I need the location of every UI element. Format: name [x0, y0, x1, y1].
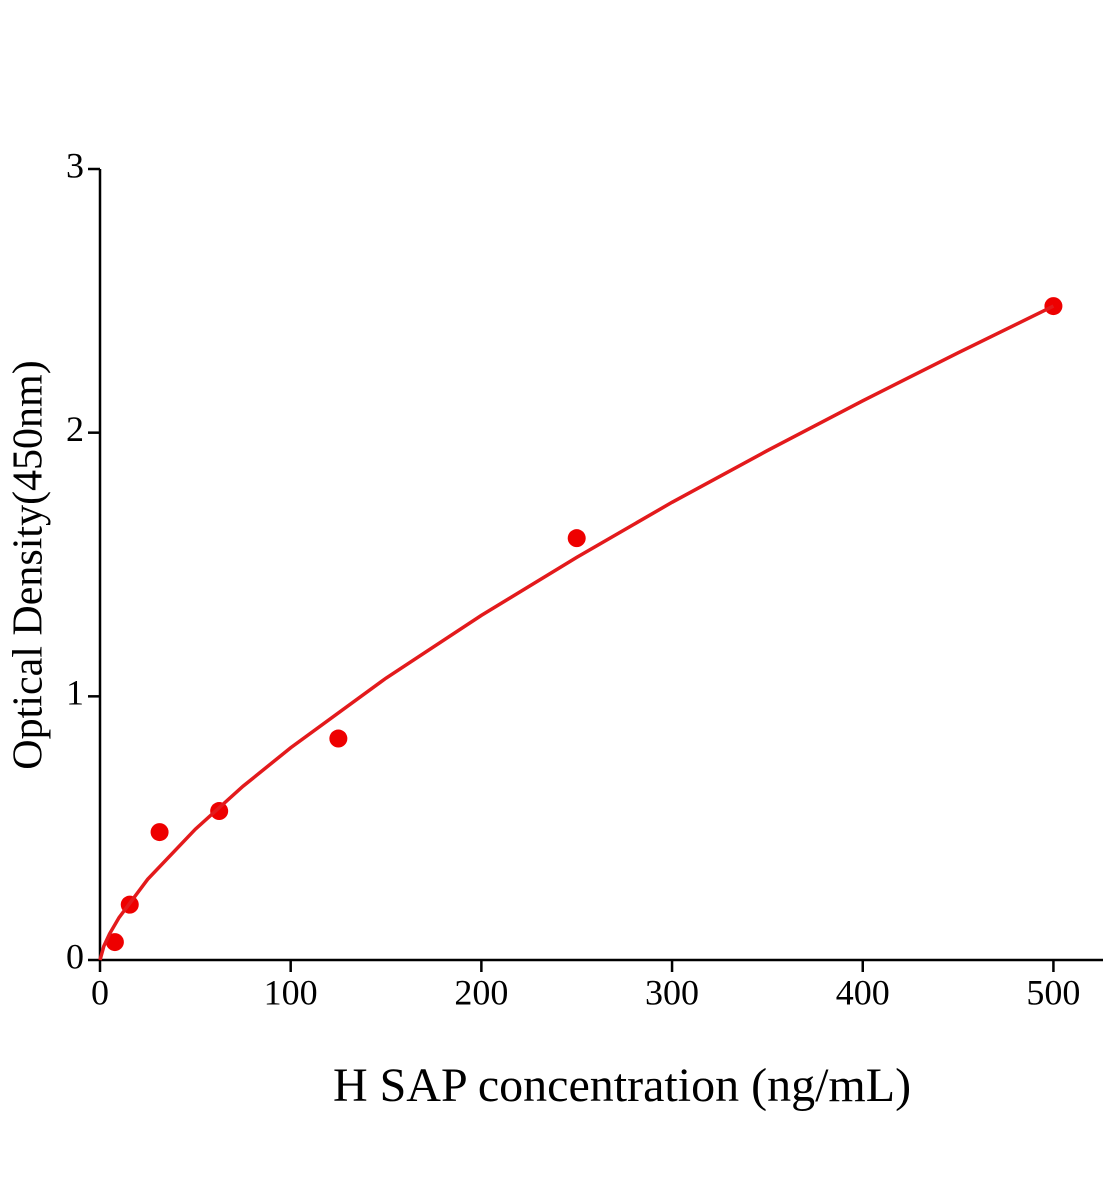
y-tick-label: 2 [66, 409, 84, 449]
data-point [105, 933, 124, 952]
data-point [567, 529, 586, 548]
y-axis-label: Optical Density(450nm) [6, 360, 52, 769]
data-point [210, 802, 229, 821]
x-tick-label: 500 [1026, 972, 1080, 1012]
data-point [329, 729, 348, 748]
x-tick-label: 300 [645, 972, 699, 1012]
x-tick-label: 400 [836, 972, 890, 1012]
y-tick-label: 0 [66, 936, 84, 976]
fit-curve [98, 304, 1055, 961]
y-tick-label: 3 [66, 145, 84, 185]
x-tick-label: 100 [264, 972, 318, 1012]
x-tick-label: 200 [454, 972, 508, 1012]
y-tick-label: 1 [66, 673, 84, 713]
data-point [150, 823, 169, 842]
x-tick-label: 0 [91, 972, 109, 1012]
x-axis-label: H SAP concentration (ng/mL) [333, 1059, 911, 1112]
